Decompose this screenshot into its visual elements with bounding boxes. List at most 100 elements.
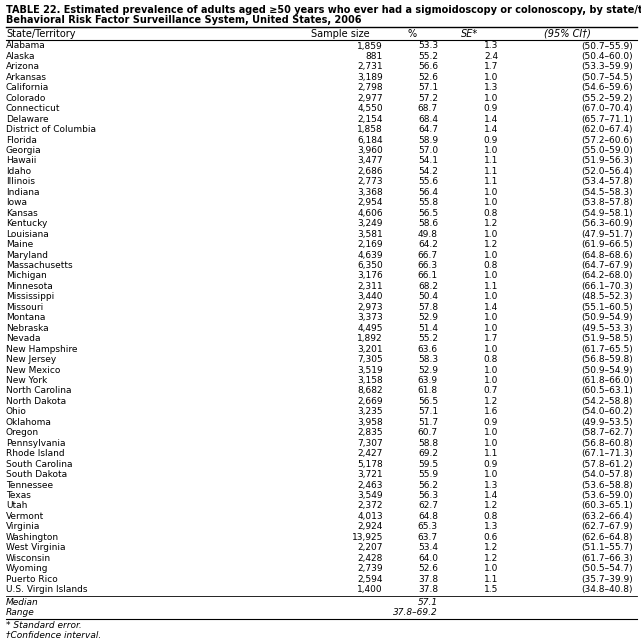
- Text: (35.7–39.9): (35.7–39.9): [581, 575, 633, 584]
- Text: 1.5: 1.5: [483, 585, 498, 594]
- Text: 0.9: 0.9: [483, 136, 498, 145]
- Text: 37.8: 37.8: [418, 575, 438, 584]
- Text: 57.1: 57.1: [418, 84, 438, 93]
- Text: 2,311: 2,311: [358, 282, 383, 291]
- Text: 1.1: 1.1: [483, 449, 498, 458]
- Text: 61.8: 61.8: [418, 387, 438, 396]
- Text: 4,550: 4,550: [358, 104, 383, 113]
- Text: Texas: Texas: [6, 491, 31, 500]
- Text: Connecticut: Connecticut: [6, 104, 60, 113]
- Text: 2,594: 2,594: [358, 575, 383, 584]
- Text: TABLE 22. Estimated prevalence of adults aged ≥50 years who ever had a sigmoidos: TABLE 22. Estimated prevalence of adults…: [6, 5, 641, 15]
- Text: 4,639: 4,639: [358, 251, 383, 260]
- Text: Mississippi: Mississippi: [6, 292, 54, 301]
- Text: 54.2: 54.2: [418, 167, 438, 176]
- Text: U.S. Virgin Islands: U.S. Virgin Islands: [6, 585, 88, 594]
- Text: Nebraska: Nebraska: [6, 323, 49, 333]
- Text: (53.6–59.0): (53.6–59.0): [581, 491, 633, 500]
- Text: 2,731: 2,731: [358, 63, 383, 71]
- Text: 3,249: 3,249: [358, 219, 383, 228]
- Text: 1.0: 1.0: [483, 271, 498, 281]
- Text: Missouri: Missouri: [6, 303, 43, 312]
- Text: 2,977: 2,977: [358, 94, 383, 103]
- Text: (50.7–54.5): (50.7–54.5): [581, 73, 633, 82]
- Text: (62.6–64.8): (62.6–64.8): [581, 533, 633, 542]
- Text: 68.4: 68.4: [418, 115, 438, 124]
- Text: 6,184: 6,184: [358, 136, 383, 145]
- Text: 62.7: 62.7: [418, 501, 438, 510]
- Text: California: California: [6, 84, 49, 93]
- Text: Wyoming: Wyoming: [6, 564, 49, 573]
- Text: Kentucky: Kentucky: [6, 219, 47, 228]
- Text: 2,372: 2,372: [358, 501, 383, 510]
- Text: 2,739: 2,739: [358, 564, 383, 573]
- Text: 1.7: 1.7: [483, 334, 498, 343]
- Text: Arizona: Arizona: [6, 63, 40, 71]
- Text: (60.5–63.1): (60.5–63.1): [581, 387, 633, 396]
- Text: Vermont: Vermont: [6, 512, 44, 521]
- Text: (34.8–40.8): (34.8–40.8): [581, 585, 633, 594]
- Text: 4,013: 4,013: [358, 512, 383, 521]
- Text: (51.1–55.7): (51.1–55.7): [581, 543, 633, 553]
- Text: 1.1: 1.1: [483, 282, 498, 291]
- Text: 1.4: 1.4: [484, 491, 498, 500]
- Text: Sample size: Sample size: [311, 29, 369, 39]
- Text: 57.8: 57.8: [418, 303, 438, 312]
- Text: (56.8–60.8): (56.8–60.8): [581, 439, 633, 448]
- Text: 1.6: 1.6: [483, 407, 498, 417]
- Text: (57.2–60.6): (57.2–60.6): [581, 136, 633, 145]
- Text: 1.0: 1.0: [483, 376, 498, 385]
- Text: 51.7: 51.7: [418, 418, 438, 427]
- Text: 1,892: 1,892: [358, 334, 383, 343]
- Text: 1.3: 1.3: [483, 480, 498, 489]
- Text: 2,798: 2,798: [358, 84, 383, 93]
- Text: 1,400: 1,400: [358, 585, 383, 594]
- Text: 58.6: 58.6: [418, 219, 438, 228]
- Text: 63.9: 63.9: [418, 376, 438, 385]
- Text: 1.1: 1.1: [483, 167, 498, 176]
- Text: (61.7–65.5): (61.7–65.5): [581, 345, 633, 353]
- Text: 60.7: 60.7: [418, 428, 438, 437]
- Text: 2,427: 2,427: [358, 449, 383, 458]
- Text: 3,549: 3,549: [358, 491, 383, 500]
- Text: 53.4: 53.4: [418, 543, 438, 553]
- Text: 66.3: 66.3: [418, 261, 438, 270]
- Text: 1.1: 1.1: [483, 575, 498, 584]
- Text: 3,721: 3,721: [358, 470, 383, 479]
- Text: (49.9–53.5): (49.9–53.5): [581, 418, 633, 427]
- Text: (50.4–60.0): (50.4–60.0): [581, 52, 633, 61]
- Text: 1.2: 1.2: [484, 501, 498, 510]
- Text: (57.8–61.2): (57.8–61.2): [581, 459, 633, 469]
- Text: (50.9–54.9): (50.9–54.9): [581, 313, 633, 322]
- Text: (54.0–60.2): (54.0–60.2): [581, 407, 633, 417]
- Text: †Confidence interval.: †Confidence interval.: [6, 630, 101, 638]
- Text: Washington: Washington: [6, 533, 59, 542]
- Text: Puerto Rico: Puerto Rico: [6, 575, 58, 584]
- Text: 4,606: 4,606: [358, 209, 383, 218]
- Text: 0.8: 0.8: [483, 355, 498, 364]
- Text: 1.0: 1.0: [483, 94, 498, 103]
- Text: 37.8–69.2: 37.8–69.2: [393, 608, 438, 617]
- Text: Range: Range: [6, 608, 35, 617]
- Text: (64.8–68.6): (64.8–68.6): [581, 251, 633, 260]
- Text: 3,189: 3,189: [357, 73, 383, 82]
- Text: 3,158: 3,158: [357, 376, 383, 385]
- Text: 1.0: 1.0: [483, 146, 498, 155]
- Text: 7,307: 7,307: [357, 439, 383, 448]
- Text: 0.9: 0.9: [483, 418, 498, 427]
- Text: New York: New York: [6, 376, 47, 385]
- Text: 0.9: 0.9: [483, 459, 498, 469]
- Text: 1.0: 1.0: [483, 366, 498, 375]
- Text: (49.5–53.3): (49.5–53.3): [581, 323, 633, 333]
- Text: 2,169: 2,169: [358, 240, 383, 249]
- Text: Hawaii: Hawaii: [6, 156, 37, 165]
- Text: 63.6: 63.6: [418, 345, 438, 353]
- Text: 1.3: 1.3: [483, 84, 498, 93]
- Text: Rhode Island: Rhode Island: [6, 449, 65, 458]
- Text: 2,835: 2,835: [358, 428, 383, 437]
- Text: 2,773: 2,773: [358, 177, 383, 186]
- Text: 51.4: 51.4: [418, 323, 438, 333]
- Text: 50.4: 50.4: [418, 292, 438, 301]
- Text: Alaska: Alaska: [6, 52, 35, 61]
- Text: 55.8: 55.8: [418, 198, 438, 207]
